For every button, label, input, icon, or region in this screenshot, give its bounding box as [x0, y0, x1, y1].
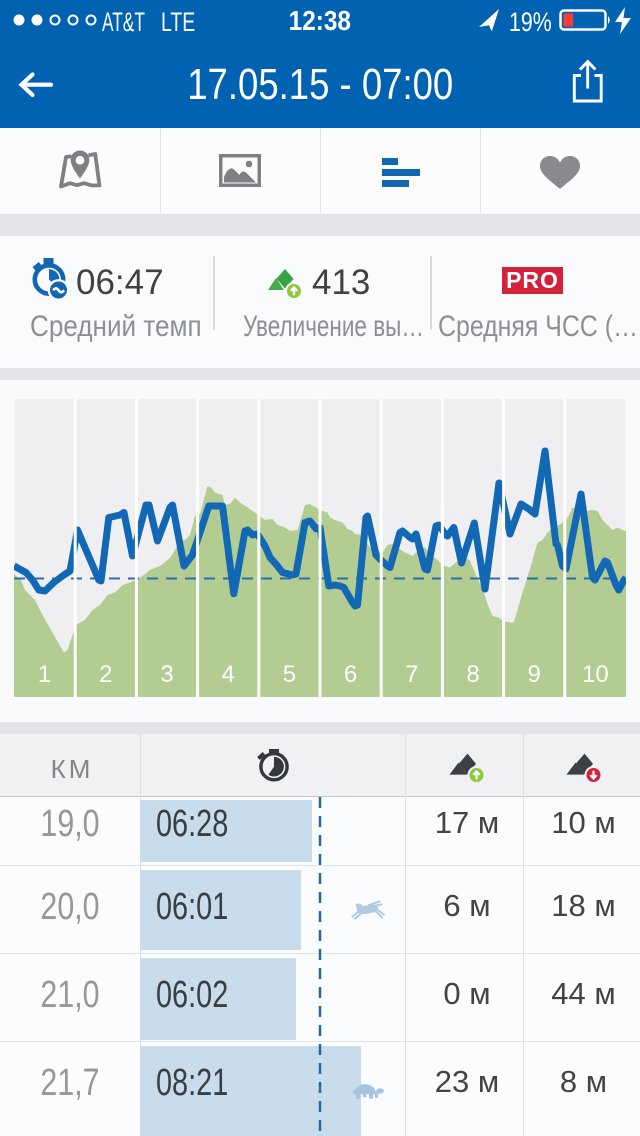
svg-text:3: 3	[160, 661, 173, 688]
svg-text:2: 2	[99, 661, 112, 688]
svg-text:10: 10	[582, 661, 609, 688]
svg-text:1: 1	[38, 661, 51, 688]
svg-text:8: 8	[466, 661, 479, 688]
svg-text:5: 5	[283, 661, 296, 688]
svg-text:6: 6	[344, 661, 357, 688]
svg-text:9: 9	[528, 661, 541, 688]
svg-text:7: 7	[405, 661, 418, 688]
svg-text:4: 4	[222, 661, 235, 688]
